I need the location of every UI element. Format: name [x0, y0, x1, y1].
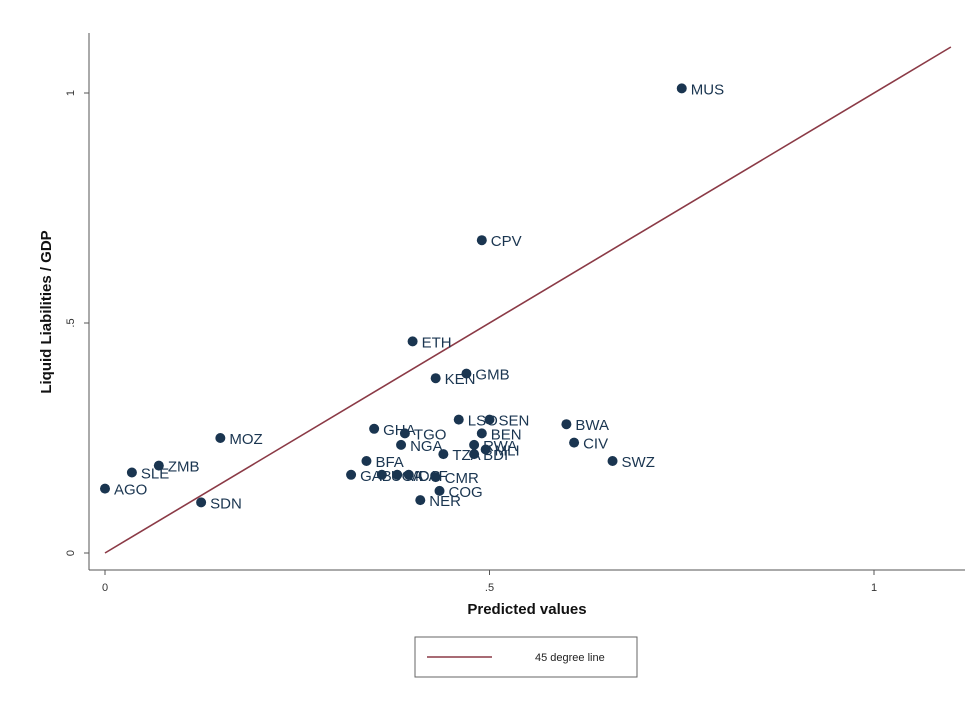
point-label-bdi: BDI: [483, 447, 508, 464]
point-label-ken: KEN: [445, 371, 476, 388]
point-label-mli: MLI: [495, 443, 520, 460]
data-point-uga: [376, 469, 387, 480]
data-point-tgo: [399, 428, 410, 439]
x-axis-ticks: 0.5 1: [102, 570, 877, 594]
data-point-cog: [434, 485, 445, 496]
point-label-cog: COG: [449, 484, 483, 501]
x-tick-label: 1: [871, 582, 877, 594]
point-label-bwa: BWA: [575, 417, 609, 434]
point-label-bfa: BFA: [375, 454, 403, 471]
point-label-gmb: GMB: [475, 367, 509, 384]
data-point-tza: [438, 449, 449, 460]
data-point-ben: [476, 428, 487, 439]
legend-label: 45 degree line: [535, 652, 605, 664]
data-point-ner: [415, 495, 426, 506]
point-label-sen: SEN: [499, 413, 530, 430]
data-point-ago: [100, 483, 110, 494]
data-point-mus: [676, 83, 687, 94]
data-point-nga: [396, 439, 407, 450]
data-point-sle: [126, 467, 137, 478]
point-label-ben: BEN: [491, 426, 522, 443]
point-label-zmb: ZMB: [168, 459, 200, 476]
point-label-nga: NGA: [410, 438, 443, 455]
data-point-bfa: [361, 456, 372, 466]
point-label-gab: GAB: [360, 468, 392, 485]
y-tick-label: 0: [65, 550, 77, 556]
data-point-moz: [215, 433, 226, 443]
plot-area: [88, 33, 965, 571]
data-point-cmr: [430, 472, 441, 483]
point-label-tgo: TGO: [414, 426, 447, 443]
data-point-lso: [453, 414, 464, 425]
data-point-gab: [346, 469, 357, 480]
data-point-civ: [569, 437, 580, 448]
data-point-rwa: [469, 439, 480, 450]
45-degree-line: [104, 46, 952, 554]
data-point-ken: [430, 373, 441, 384]
point-label-eth: ETH: [422, 334, 452, 351]
point-label-cpv: CPV: [491, 233, 522, 250]
point-label-ner: NER: [429, 493, 461, 510]
point-label-mus: MUS: [691, 81, 724, 98]
y-axis-ticks: 0.51: [65, 90, 89, 556]
point-label-gha: GHA: [383, 422, 416, 439]
data-point-gha: [369, 423, 380, 434]
data-point-sen: [484, 414, 495, 425]
point-label-sdn: SDN: [210, 495, 242, 512]
point-label-moz: MOZ: [229, 431, 262, 448]
data-point-gmb: [461, 368, 472, 379]
x-tick-label: .5: [485, 582, 494, 594]
data-point-mdg: [392, 469, 403, 480]
point-label-sle: SLE: [141, 466, 169, 483]
point-label-civ: CIV: [583, 436, 608, 453]
y-tick-label: .5: [65, 318, 77, 327]
y-tick-label: 1: [65, 90, 77, 96]
data-point-mli: [480, 444, 491, 455]
y-axis-title: Liquid Liabilities / GDP: [38, 230, 55, 393]
point-label-swz: SWZ: [622, 454, 655, 471]
x-tick-label: 0: [102, 582, 108, 594]
data-point-zmb: [153, 460, 164, 471]
data-point-swz: [607, 456, 618, 466]
data-point-cpv: [476, 235, 487, 246]
legend: 45 degree line: [414, 636, 638, 678]
data-point-eth: [407, 336, 418, 347]
data-point-bwa: [561, 419, 572, 430]
point-label-rwa: RWA: [483, 438, 517, 455]
x-axis-title: Predicted values: [467, 601, 586, 618]
data-point-bdi: [469, 449, 480, 460]
point-label-ago: AGO: [114, 482, 147, 499]
data-point-caf: [403, 469, 414, 480]
data-point-sdn: [196, 497, 207, 508]
point-label-cmr: CMR: [445, 470, 479, 487]
